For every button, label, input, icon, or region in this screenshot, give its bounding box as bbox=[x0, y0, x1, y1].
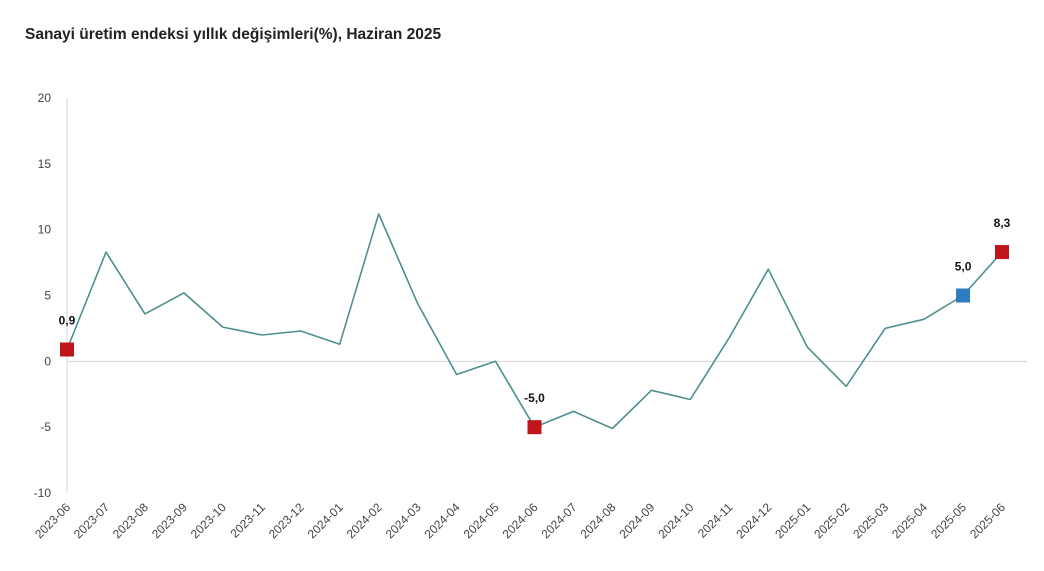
y-tick-label: -10 bbox=[34, 486, 52, 500]
x-tick-label: 2023-12 bbox=[266, 500, 307, 541]
x-tick-label: 2025-05 bbox=[928, 500, 969, 541]
x-tick-label: 2025-02 bbox=[811, 500, 852, 541]
x-tick-label: 2024-09 bbox=[616, 500, 657, 541]
x-tick-label: 2023-08 bbox=[110, 500, 151, 541]
x-tick-label: 2023-07 bbox=[71, 500, 112, 541]
y-tick-label: 5 bbox=[44, 289, 51, 303]
x-tick-label: 2024-11 bbox=[695, 500, 736, 541]
data-label: 5,0 bbox=[955, 260, 972, 274]
highlight-marker bbox=[956, 288, 971, 303]
x-tick-labels: 2023-062023-072023-082023-092023-102023-… bbox=[32, 500, 1008, 541]
x-tick-label: 2024-01 bbox=[305, 500, 346, 541]
x-tick-label: 2025-04 bbox=[889, 500, 930, 541]
x-tick-label: 2024-08 bbox=[577, 500, 618, 541]
data-label: -5,0 bbox=[524, 391, 545, 405]
x-tick-label: 2025-03 bbox=[850, 500, 891, 541]
x-tick-label: 2024-03 bbox=[383, 500, 424, 541]
y-tick-labels: 20 15 10 5 0 -5 -10 bbox=[34, 91, 52, 500]
x-tick-label: 2024-02 bbox=[344, 500, 385, 541]
data-label: 0,9 bbox=[59, 313, 76, 327]
chart-title: Sanayi üretim endeksi yıllık değişimleri… bbox=[25, 26, 442, 43]
y-tick-label: 10 bbox=[38, 223, 52, 237]
highlight-markers bbox=[60, 245, 1009, 435]
x-tick-label: 2023-09 bbox=[149, 500, 190, 541]
x-tick-label: 2023-11 bbox=[227, 500, 268, 541]
x-tick-label: 2024-05 bbox=[461, 500, 502, 541]
data-labels: 0,9 -5,0 5,0 8,3 bbox=[59, 216, 1011, 405]
highlight-marker bbox=[527, 420, 542, 435]
x-tick-label: 2024-06 bbox=[500, 500, 541, 541]
x-tick-label: 2023-06 bbox=[32, 500, 73, 541]
y-tick-label: 15 bbox=[38, 157, 52, 171]
highlight-marker bbox=[995, 245, 1009, 260]
x-tick-label: 2024-10 bbox=[655, 500, 696, 541]
x-tick-label: 2024-07 bbox=[539, 500, 580, 541]
y-tick-label: 20 bbox=[38, 91, 52, 105]
x-tick-label: 2025-06 bbox=[967, 500, 1008, 541]
x-tick-label: 2025-01 bbox=[772, 500, 813, 541]
x-tick-label: 2024-12 bbox=[733, 500, 774, 541]
x-tick-label: 2024-04 bbox=[422, 500, 463, 541]
y-tick-label: 0 bbox=[44, 354, 51, 368]
chart-axes bbox=[66, 98, 1027, 493]
data-label: 8,3 bbox=[994, 216, 1011, 230]
y-tick-label: -5 bbox=[40, 420, 51, 434]
x-tick-label: 2023-10 bbox=[188, 500, 229, 541]
highlight-marker bbox=[60, 342, 74, 357]
